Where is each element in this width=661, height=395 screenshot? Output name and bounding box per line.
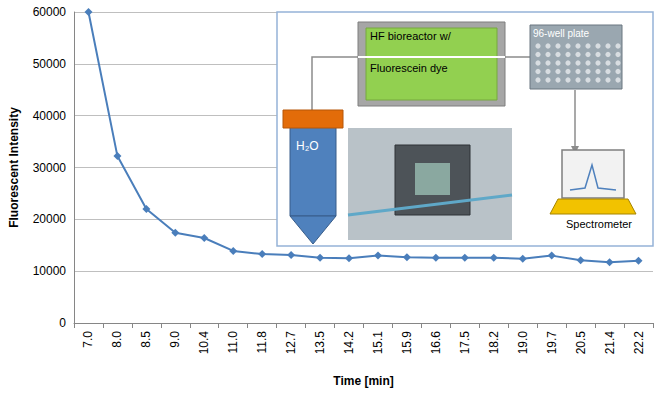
svg-text:18.2: 18.2 xyxy=(487,331,501,355)
svg-text:12.7: 12.7 xyxy=(284,331,298,355)
svg-text:15.1: 15.1 xyxy=(371,331,385,355)
svg-text:50000: 50000 xyxy=(33,57,67,71)
svg-text:HF bioreactor w/: HF bioreactor w/ xyxy=(370,30,452,42)
svg-text:15.9: 15.9 xyxy=(400,331,414,355)
svg-text:9.0: 9.0 xyxy=(168,331,182,348)
svg-text:11.0: 11.0 xyxy=(226,331,240,354)
svg-text:40000: 40000 xyxy=(33,109,67,123)
svg-text:Spectrometer: Spectrometer xyxy=(566,218,632,230)
svg-text:0: 0 xyxy=(59,316,66,330)
svg-text:21.4: 21.4 xyxy=(603,331,617,355)
svg-text:Time [min]: Time [min] xyxy=(333,374,393,388)
svg-text:96-well plate: 96-well plate xyxy=(533,28,590,39)
svg-text:H₂O: H₂O xyxy=(296,139,319,153)
svg-text:8.0: 8.0 xyxy=(110,331,124,348)
svg-text:10000: 10000 xyxy=(33,264,67,278)
svg-text:16.6: 16.6 xyxy=(429,331,443,355)
svg-text:19.0: 19.0 xyxy=(516,331,530,355)
svg-text:22.2: 22.2 xyxy=(632,331,646,355)
svg-text:20000: 20000 xyxy=(33,212,67,226)
svg-text:Fluorescent Intensity: Fluorescent Intensity xyxy=(7,107,21,228)
svg-text:14.2: 14.2 xyxy=(342,331,356,355)
svg-text:7.0: 7.0 xyxy=(81,331,95,348)
svg-text:20.5: 20.5 xyxy=(574,331,588,355)
svg-text:11.8: 11.8 xyxy=(255,331,269,354)
svg-text:60000: 60000 xyxy=(33,5,67,19)
svg-text:Fluorescein dye: Fluorescein dye xyxy=(370,62,448,74)
svg-text:30000: 30000 xyxy=(33,161,67,175)
svg-text:19.7: 19.7 xyxy=(545,331,559,355)
svg-text:13.5: 13.5 xyxy=(313,331,327,355)
svg-text:17.5: 17.5 xyxy=(458,331,472,355)
svg-text:8.5: 8.5 xyxy=(139,331,153,348)
svg-text:10.4: 10.4 xyxy=(197,331,211,355)
